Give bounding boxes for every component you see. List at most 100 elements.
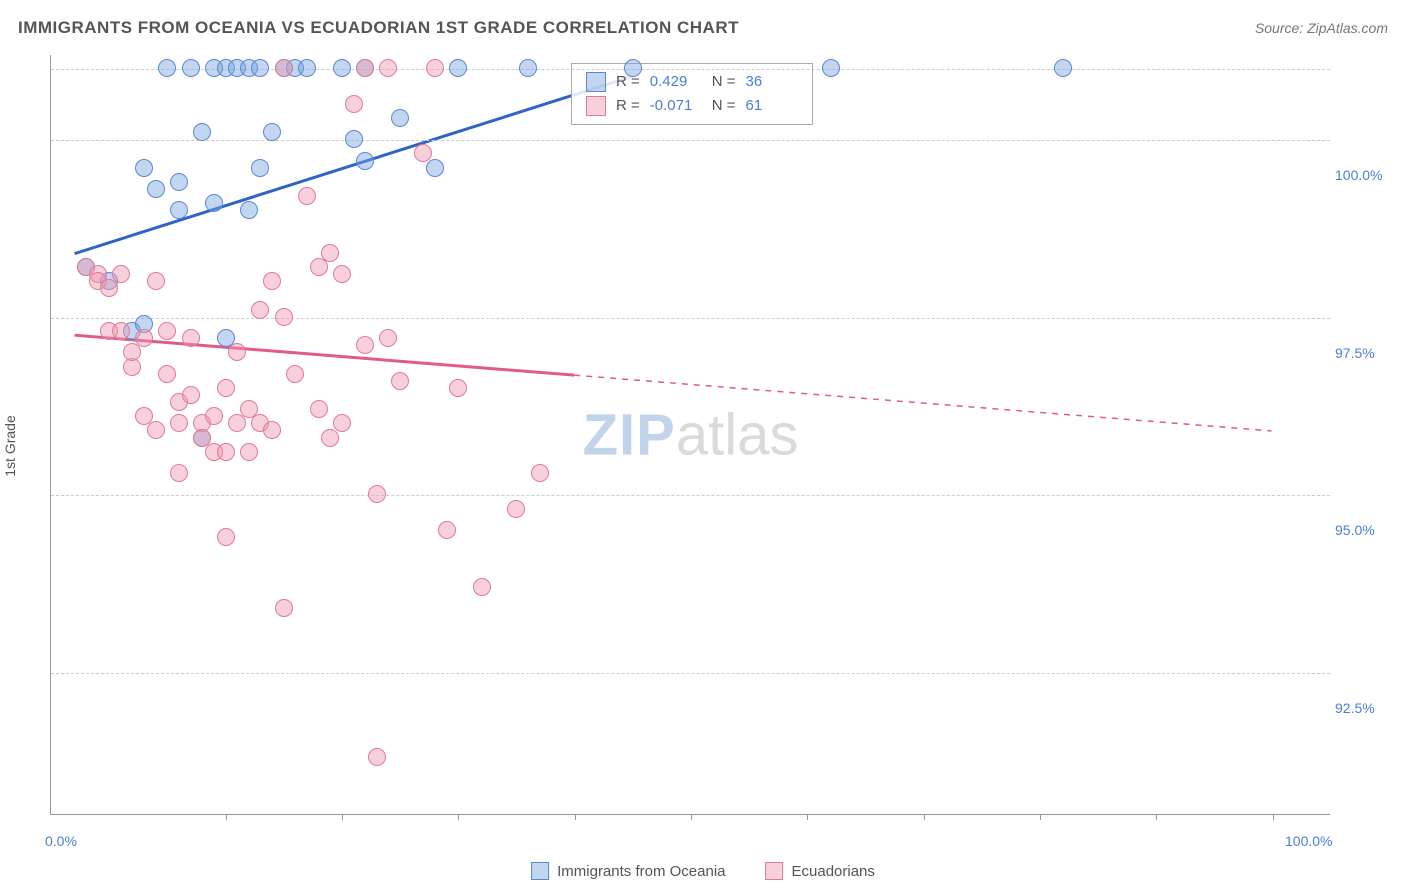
scatter-point-oceania — [251, 159, 269, 177]
scatter-point-ecuadorians — [275, 599, 293, 617]
scatter-point-ecuadorians — [333, 414, 351, 432]
y-tick-label: 95.0% — [1335, 522, 1390, 538]
scatter-point-ecuadorians — [217, 443, 235, 461]
scatter-point-ecuadorians — [228, 414, 246, 432]
chart-source: Source: ZipAtlas.com — [1255, 20, 1388, 36]
x-tick — [807, 814, 808, 820]
scatter-point-oceania — [391, 109, 409, 127]
scatter-point-ecuadorians — [333, 265, 351, 283]
scatter-point-oceania — [449, 59, 467, 77]
scatter-point-oceania — [182, 59, 200, 77]
scatter-point-oceania — [158, 59, 176, 77]
scatter-point-oceania — [251, 59, 269, 77]
source-label: Source: — [1255, 20, 1307, 36]
scatter-point-ecuadorians — [275, 59, 293, 77]
scatter-point-oceania — [240, 201, 258, 219]
corr-row-ecuadorians: R =-0.071N =61 — [586, 94, 798, 118]
r-label: R = — [616, 94, 640, 118]
scatter-point-ecuadorians — [507, 500, 525, 518]
watermark-atlas: atlas — [676, 402, 799, 467]
scatter-point-ecuadorians — [438, 521, 456, 539]
scatter-point-ecuadorians — [170, 414, 188, 432]
scatter-point-ecuadorians — [263, 421, 281, 439]
scatter-point-ecuadorians — [263, 272, 281, 290]
x-tick — [1040, 814, 1041, 820]
x-tick — [226, 814, 227, 820]
scatter-point-ecuadorians — [158, 322, 176, 340]
legend-item-ecuadorians: Ecuadorians — [766, 862, 875, 880]
scatter-point-ecuadorians — [112, 265, 130, 283]
scatter-point-ecuadorians — [158, 365, 176, 383]
trendline-dash-ecuadorians — [574, 375, 1271, 431]
gridline-h — [51, 318, 1330, 319]
scatter-point-oceania — [170, 201, 188, 219]
scatter-point-oceania — [519, 59, 537, 77]
legend-label-ecuadorians: Ecuadorians — [792, 863, 875, 880]
scatter-point-ecuadorians — [426, 59, 444, 77]
gridline-h — [51, 140, 1330, 141]
x-tick — [1273, 814, 1274, 820]
scatter-point-oceania — [822, 59, 840, 77]
scatter-point-ecuadorians — [217, 528, 235, 546]
scatter-point-oceania — [193, 123, 211, 141]
source-value: ZipAtlas.com — [1307, 20, 1388, 36]
scatter-point-ecuadorians — [356, 59, 374, 77]
legend-swatch-ecuadorians — [766, 862, 784, 880]
scatter-point-ecuadorians — [275, 308, 293, 326]
scatter-point-oceania — [333, 59, 351, 77]
scatter-point-ecuadorians — [217, 379, 235, 397]
swatch-oceania — [586, 72, 606, 92]
scatter-point-ecuadorians — [449, 379, 467, 397]
n-label: N = — [712, 70, 736, 94]
x-tick — [691, 814, 692, 820]
scatter-point-ecuadorians — [100, 279, 118, 297]
scatter-point-ecuadorians — [391, 372, 409, 390]
scatter-point-ecuadorians — [414, 144, 432, 162]
scatter-point-ecuadorians — [531, 464, 549, 482]
y-tick-label: 97.5% — [1335, 345, 1390, 361]
y-axis-label: 1st Grade — [2, 415, 18, 476]
scatter-point-ecuadorians — [379, 329, 397, 347]
scatter-point-oceania — [298, 59, 316, 77]
scatter-point-ecuadorians — [147, 421, 165, 439]
gridline-h — [51, 495, 1330, 496]
r-value-ecuadorians: -0.071 — [650, 94, 702, 118]
scatter-point-ecuadorians — [182, 329, 200, 347]
y-tick-label: 92.5% — [1335, 700, 1390, 716]
y-tick-label: 100.0% — [1335, 167, 1390, 183]
scatter-point-oceania — [170, 173, 188, 191]
watermark-zip: ZIP — [583, 402, 676, 467]
scatter-point-ecuadorians — [240, 443, 258, 461]
scatter-point-ecuadorians — [205, 407, 223, 425]
legend-swatch-oceania — [531, 862, 549, 880]
scatter-point-ecuadorians — [170, 464, 188, 482]
scatter-point-ecuadorians — [147, 272, 165, 290]
scatter-point-ecuadorians — [473, 578, 491, 596]
chart-title: IMMIGRANTS FROM OCEANIA VS ECUADORIAN 1S… — [18, 18, 739, 38]
scatter-point-ecuadorians — [368, 748, 386, 766]
n-value-oceania: 36 — [746, 70, 798, 94]
scatter-point-oceania — [345, 130, 363, 148]
watermark: ZIPatlas — [583, 401, 799, 468]
plot-area: ZIPatlas R =0.429N =36R =-0.071N =61 92.… — [50, 55, 1330, 815]
corr-row-oceania: R =0.429N =36 — [586, 70, 798, 94]
scatter-point-oceania — [263, 123, 281, 141]
n-label: N = — [712, 94, 736, 118]
scatter-point-ecuadorians — [356, 336, 374, 354]
scatter-point-ecuadorians — [298, 187, 316, 205]
scatter-point-oceania — [356, 152, 374, 170]
swatch-ecuadorians — [586, 96, 606, 116]
scatter-point-ecuadorians — [182, 386, 200, 404]
x-tick — [1156, 814, 1157, 820]
scatter-point-oceania — [624, 59, 642, 77]
scatter-point-oceania — [1054, 59, 1072, 77]
x-tick — [575, 814, 576, 820]
scatter-point-ecuadorians — [310, 400, 328, 418]
trend-lines-svg — [51, 55, 1330, 814]
scatter-point-oceania — [426, 159, 444, 177]
scatter-point-ecuadorians — [251, 301, 269, 319]
r-value-oceania: 0.429 — [650, 70, 702, 94]
x-label-right: 100.0% — [1285, 833, 1332, 849]
scatter-point-ecuadorians — [368, 485, 386, 503]
scatter-point-ecuadorians — [286, 365, 304, 383]
